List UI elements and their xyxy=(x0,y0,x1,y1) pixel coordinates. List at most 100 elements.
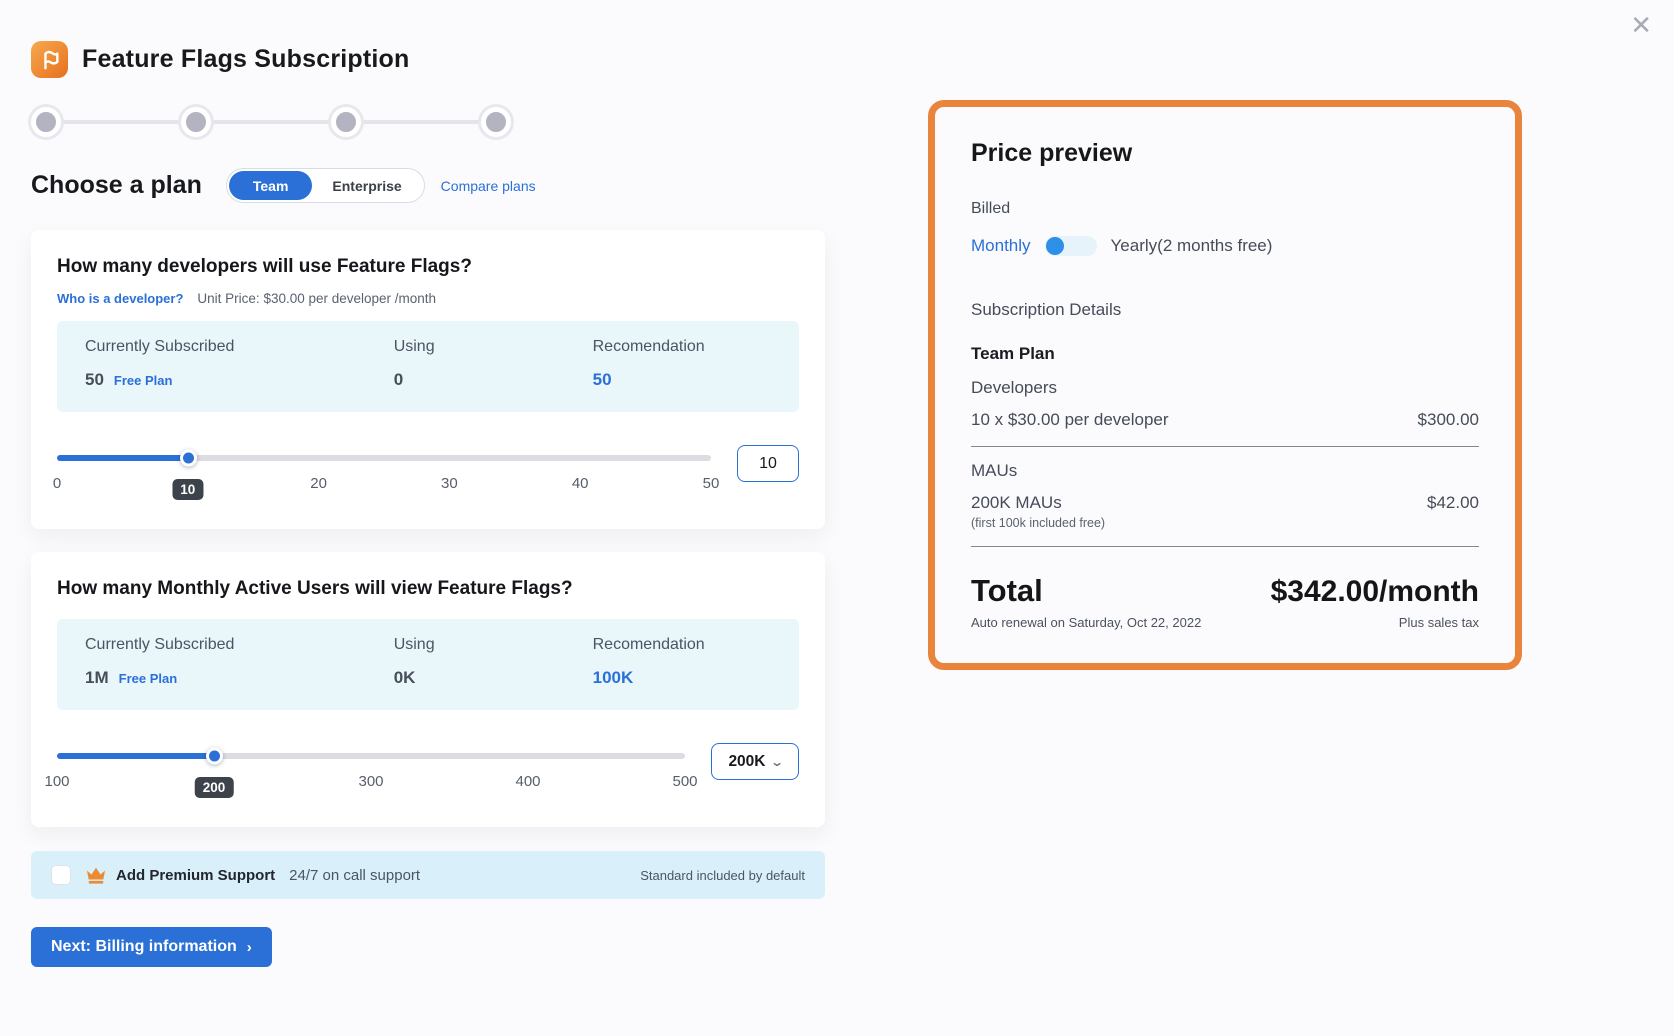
tick-label: 400 xyxy=(515,773,541,790)
developers-slider-track[interactable] xyxy=(57,449,711,467)
developers-slider: 0 10 20 30 40 50 xyxy=(53,445,719,503)
divider xyxy=(971,446,1479,447)
slider-value-badge: 200 xyxy=(194,777,234,798)
maus-quantity: 200K MAUs xyxy=(971,493,1062,512)
tick-label: 50 xyxy=(702,475,720,492)
step-dot-2[interactable] xyxy=(181,107,211,137)
developers-slider-ticks: 0 10 20 30 40 50 xyxy=(53,473,719,503)
plan-option-enterprise[interactable]: Enterprise xyxy=(332,177,402,194)
sales-tax-note: Plus sales tax xyxy=(1398,615,1479,630)
maus-count-select[interactable]: 200K ⌄ xyxy=(711,743,799,780)
developers-recommendation-value: 50 xyxy=(592,370,612,389)
maus-card-title: How many Monthly Active Users will view … xyxy=(57,578,573,599)
unit-price-text: Unit Price: $30.00 per developer /month xyxy=(197,291,437,306)
billing-cycle-toggle[interactable] xyxy=(1044,236,1097,256)
maus-current-value: 1M Free Plan xyxy=(85,668,394,688)
col-using: Using xyxy=(393,338,435,355)
tick-label: 500 xyxy=(672,773,698,790)
feature-flags-logo-icon xyxy=(31,41,68,78)
developers-slider-row: 0 10 20 30 40 50 xyxy=(53,445,799,503)
monthly-option[interactable]: Monthly xyxy=(971,236,1031,255)
maus-slider-ticks: 100 200 300 400 500 xyxy=(44,771,698,801)
maus-free-note: (first 100k included free) xyxy=(971,516,1106,530)
maus-select-value: 200K xyxy=(728,752,766,770)
developers-meta-row: Who is a developer? Unit Price: $30.00 p… xyxy=(57,291,799,306)
maus-section-label: MAUs xyxy=(971,461,1018,480)
developers-section-label: Developers xyxy=(971,378,1057,397)
step-dot-4[interactable] xyxy=(481,107,511,137)
tick-label: 30 xyxy=(441,475,458,492)
close-icon[interactable]: ✕ xyxy=(1630,10,1652,40)
maus-slider: 100 200 300 400 500 xyxy=(44,743,698,801)
free-plan-link[interactable]: Free Plan xyxy=(118,670,178,686)
free-plan-link[interactable]: Free Plan xyxy=(113,372,173,388)
maus-slider-track[interactable] xyxy=(57,747,685,765)
configuration-column: Feature Flags Subscription Choose a plan… xyxy=(31,41,825,967)
choose-plan-heading: Choose a plan xyxy=(31,171,202,199)
maus-card: How many Monthly Active Users will view … xyxy=(31,552,825,827)
tick-label: 300 xyxy=(358,773,384,790)
chevron-down-icon: ⌄ xyxy=(769,754,784,769)
slider-value-badge: 10 xyxy=(172,479,204,500)
tick-label: 40 xyxy=(571,475,589,492)
maus-slider-fill xyxy=(57,747,223,765)
compare-plans-link[interactable]: Compare plans xyxy=(440,177,536,194)
developers-info-table: Currently Subscribed Using Recomendation… xyxy=(57,321,799,412)
billed-label: Billed xyxy=(971,200,1011,217)
step-dot-1[interactable] xyxy=(31,107,61,137)
price-preview-title: Price preview xyxy=(971,139,1133,167)
crown-icon xyxy=(85,865,107,885)
col-recommendation: Recomendation xyxy=(592,338,705,355)
maus-slider-handle[interactable] xyxy=(206,747,223,765)
who-is-developer-link[interactable]: Who is a developer? xyxy=(57,291,184,306)
maus-recommendation-value: 100K xyxy=(592,668,634,687)
plan-option-team[interactable]: Team xyxy=(228,171,313,200)
premium-support-banner: Add Premium Support 24/7 on call support… xyxy=(31,851,825,899)
tick-label: 100 xyxy=(44,773,70,790)
stepper-line xyxy=(46,120,496,124)
maus-slider-row: 100 200 300 400 500 200K ⌄ xyxy=(44,743,799,801)
col-recommendation: Recomendation xyxy=(592,636,705,653)
developers-card-title: How many developers will use Feature Fla… xyxy=(57,256,472,277)
developers-current-value: 50 Free Plan xyxy=(85,370,394,390)
col-currently-subscribed: Currently Subscribed xyxy=(85,636,235,653)
plan-chooser: Choose a plan Team Enterprise Compare pl… xyxy=(31,168,825,203)
developers-card: How many developers will use Feature Fla… xyxy=(31,230,825,529)
plan-name: Team Plan xyxy=(971,344,1055,363)
total-sub-row: Auto renewal on Saturday, Oct 22, 2022 P… xyxy=(971,615,1479,630)
maus-price-description: 200K MAUs (first 100k included free) xyxy=(971,493,1105,530)
step-dot-3[interactable] xyxy=(331,107,361,137)
price-preview-panel: Price preview Billed Monthly Yearly(2 mo… xyxy=(928,100,1522,670)
subscription-details-label: Subscription Details xyxy=(971,300,1122,319)
col-using: Using xyxy=(393,636,435,653)
toggle-knob xyxy=(1045,237,1064,255)
divider xyxy=(971,546,1479,547)
page-title: Feature Flags Subscription xyxy=(82,45,410,73)
next-billing-button[interactable]: Next: Billing information › xyxy=(31,927,272,967)
developers-current-number: 50 xyxy=(85,370,104,389)
maus-current-number: 1M xyxy=(85,668,109,687)
maus-using-value: 0K xyxy=(393,668,416,687)
maus-info-table: Currently Subscribed Using Recomendation… xyxy=(57,619,799,710)
premium-support-subtitle: 24/7 on call support xyxy=(289,866,421,884)
col-currently-subscribed: Currently Subscribed xyxy=(85,338,235,355)
premium-support-title: Add Premium Support xyxy=(116,866,276,884)
developers-slider-fill xyxy=(57,449,197,467)
total-label: Total xyxy=(971,573,1043,608)
maus-price-amount: $42.00 xyxy=(1427,493,1479,512)
developers-count-input[interactable] xyxy=(737,445,799,482)
yearly-option[interactable]: Yearly(2 months free) xyxy=(1110,236,1273,255)
maus-price-row: 200K MAUs (first 100k included free) $42… xyxy=(971,493,1479,530)
plan-toggle: Team Enterprise xyxy=(225,168,425,203)
developers-slider-handle[interactable] xyxy=(179,449,197,467)
progress-stepper xyxy=(31,106,511,138)
premium-support-checkbox[interactable] xyxy=(51,865,71,885)
chevron-right-icon: › xyxy=(246,938,252,956)
developers-using-value: 0 xyxy=(393,370,404,389)
premium-support-note: Standard included by default xyxy=(640,867,805,883)
auto-renewal-note: Auto renewal on Saturday, Oct 22, 2022 xyxy=(971,615,1202,630)
developers-price-row: 10 x $30.00 per developer $300.00 xyxy=(971,410,1479,430)
developers-price-amount: $300.00 xyxy=(1417,410,1479,429)
total-amount: $342.00/month xyxy=(1270,575,1479,608)
